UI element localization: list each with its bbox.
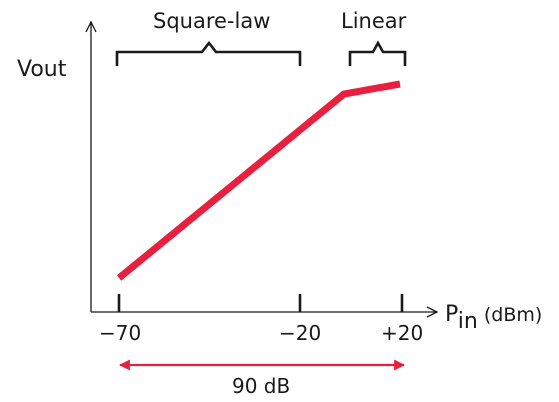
square-law-label: Square-law (153, 9, 270, 33)
tick-label-minus-20: −20 (279, 321, 321, 345)
span-label: 90 dB (232, 374, 290, 398)
x-axis-arrowhead (426, 306, 439, 318)
linear-label: Linear (341, 9, 407, 33)
x-axis-label-main: P (445, 302, 458, 327)
linear-brace (348, 40, 407, 66)
x-axis-label-subscript: in (458, 309, 478, 334)
y-axis-label: Vout (17, 57, 67, 82)
x-axis-label-unit: (dBm) (478, 304, 542, 326)
square-law-brace (115, 40, 302, 66)
x-axis-label: Pin (dBm) (445, 302, 542, 334)
tick-label-minus-70: −70 (99, 321, 141, 345)
y-axis-arrowhead (85, 20, 97, 33)
tick-label-plus-20: +20 (381, 321, 423, 345)
response-curve (116, 80, 401, 281)
